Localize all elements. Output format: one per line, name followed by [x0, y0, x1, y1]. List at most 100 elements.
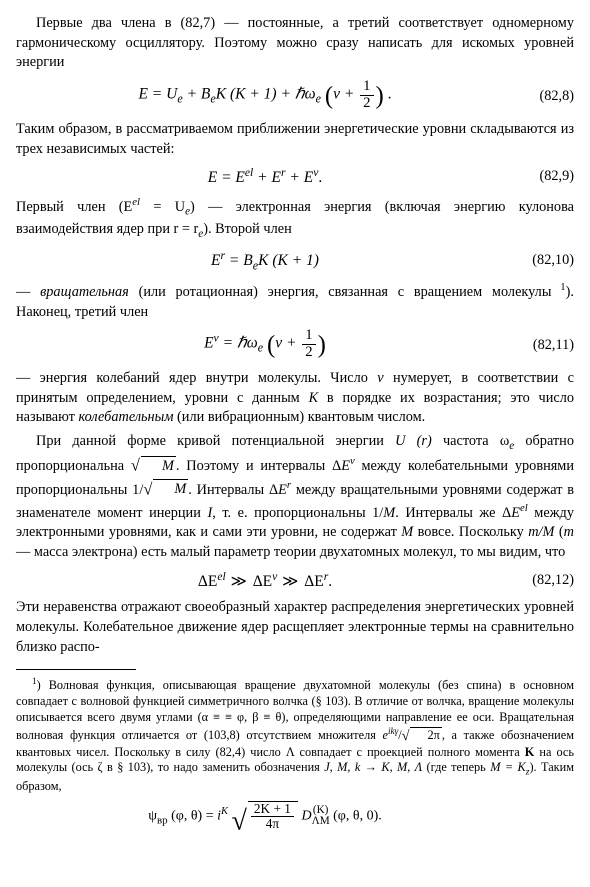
- t: . Поэтому и интервалы Δ: [176, 458, 341, 474]
- t: K: [221, 806, 228, 817]
- t: — энергия колебаний ядер внутри молекулы…: [16, 370, 377, 386]
- equation-body: ΔEel ≫ ΔEv ≫ ΔEr.: [16, 569, 514, 593]
- paren-close: ): [318, 332, 326, 359]
- t: E = U: [138, 86, 177, 103]
- italic: колебательным: [78, 409, 173, 425]
- t: m: [564, 524, 574, 540]
- t: . Интер­валы же Δ: [395, 505, 511, 521]
- d: 2: [360, 96, 373, 111]
- equation-body: ψвр (φ, θ) = iK √2K + 14π D(K)ΛM (φ, θ, …: [16, 801, 514, 839]
- t: D: [298, 808, 312, 823]
- equation-number: (82,9): [514, 167, 574, 187]
- t: E = E: [208, 169, 245, 186]
- d: 4π: [251, 817, 294, 831]
- t: ). Второй член: [203, 221, 292, 237]
- t: ψ: [148, 808, 157, 823]
- paren-close: ): [376, 83, 384, 110]
- equation-number: (82,10): [514, 251, 574, 271]
- t: E: [204, 335, 213, 352]
- t: (: [554, 524, 563, 540]
- t: Эти неравенства отражают своеобразный ха…: [16, 599, 574, 654]
- t: J, M, k → K, M, Λ: [324, 760, 422, 774]
- D-indices: (K)ΛM: [312, 805, 330, 827]
- t: E: [341, 458, 350, 474]
- italic: вращательная: [40, 284, 129, 300]
- t: M: [162, 458, 174, 474]
- t: el: [217, 570, 225, 583]
- paragraph-1: Первые два члена в (82,7) — постоянные, …: [16, 14, 574, 73]
- t: (φ, θ) =: [168, 808, 218, 823]
- t: вр: [157, 814, 168, 826]
- t: K (K + 1): [258, 252, 319, 269]
- t: ΔE: [253, 573, 272, 590]
- paragraph-7: Эти неравенства отражают своеобразный ха…: [16, 598, 574, 657]
- t: el: [520, 502, 528, 514]
- footnote-ref: 1: [551, 281, 565, 293]
- t: ≫: [277, 573, 304, 590]
- t: . Интервалы Δ: [188, 481, 278, 497]
- footnote-1: 1) Волновая функция, описывающая вращени…: [16, 676, 574, 839]
- t: v +: [333, 86, 358, 103]
- equation-number: (82,12): [514, 571, 574, 591]
- t: U (r): [395, 433, 432, 449]
- equation-82-9: E = Eel + Er + Ev. (82,9): [16, 165, 574, 189]
- t: (или вибрационным) квантовым числом.: [173, 409, 425, 425]
- one-half: 12: [302, 328, 315, 360]
- paragraph-6: При данной форме кривой потенциальной эн…: [16, 432, 574, 563]
- t: + B: [183, 86, 211, 103]
- footnote-equation: ψвр (φ, θ) = iK √2K + 14π D(K)ΛM (φ, θ, …: [16, 801, 574, 839]
- t: e: [258, 341, 263, 355]
- t: — масса элек­трона) есть малый параметр …: [16, 544, 565, 560]
- equation-body: E = Eel + Er + Ev.: [16, 165, 514, 189]
- t: ча­стота ω: [432, 433, 509, 449]
- t: , т. е. пропорциональны 1/: [212, 505, 383, 521]
- t: .: [328, 573, 332, 590]
- t: + E: [253, 169, 281, 186]
- t: = ℏω: [219, 335, 258, 352]
- t: .: [384, 86, 392, 103]
- fraction: 2K + 14π: [251, 802, 294, 831]
- n: 2K + 1: [251, 802, 294, 817]
- equation-body: Er = BeK (K + 1): [16, 248, 514, 274]
- footnote-rule: [16, 669, 136, 670]
- t: + E: [286, 169, 314, 186]
- t: (φ, θ, 0).: [330, 808, 382, 823]
- t: (где теперь: [422, 760, 490, 774]
- t: E: [278, 481, 287, 497]
- equation-number: (82,11): [514, 336, 574, 356]
- d: 2: [302, 345, 315, 360]
- equation-82-10: Er = BeK (K + 1) (82,10): [16, 248, 574, 274]
- t: ΔE: [304, 573, 323, 590]
- paragraph-5: — энергия колебаний ядер внутри молекулы…: [16, 369, 574, 428]
- t: v +: [275, 335, 300, 352]
- paren-open: (: [325, 83, 333, 110]
- radical-icon: √: [131, 456, 140, 475]
- t: E: [511, 505, 520, 521]
- t: = U: [140, 199, 185, 215]
- t: K: [525, 745, 535, 759]
- n: 1: [360, 79, 373, 95]
- t: e: [316, 92, 321, 106]
- one-half: 12: [360, 79, 373, 111]
- t: вовсе. Поскольку: [413, 524, 528, 540]
- sqrt: M: [141, 456, 176, 477]
- sqrt: M: [153, 479, 188, 500]
- paren-open: (: [267, 332, 275, 359]
- text: Первые два члена в (82,7) — постоянные, …: [16, 15, 574, 70]
- t: ≫: [226, 573, 253, 590]
- t: (или ротационная) энергия, связанная с в…: [129, 284, 552, 300]
- paragraph-2: Таким образом, в рассматриваемом приближ…: [16, 120, 574, 159]
- t: E: [211, 252, 220, 269]
- t: m/M: [528, 524, 554, 540]
- t: M: [174, 481, 186, 497]
- t: —: [16, 284, 40, 300]
- sqrt: 2π: [410, 727, 441, 744]
- t: ΔE: [198, 573, 217, 590]
- t: K: [309, 390, 319, 406]
- t: При данной форме кривой потенциальной эн…: [36, 433, 395, 449]
- equation-body: Ev = ℏωe (v + 12): [16, 328, 514, 363]
- text: Таким образом, в рассматриваемом приближ…: [16, 121, 574, 157]
- t: ikγ: [388, 726, 398, 736]
- footnote-text: 1) Волновая функция, описывающая вращени…: [16, 676, 574, 794]
- paragraph-3: Первый член (Eel = Ue) — электронная эне…: [16, 195, 574, 242]
